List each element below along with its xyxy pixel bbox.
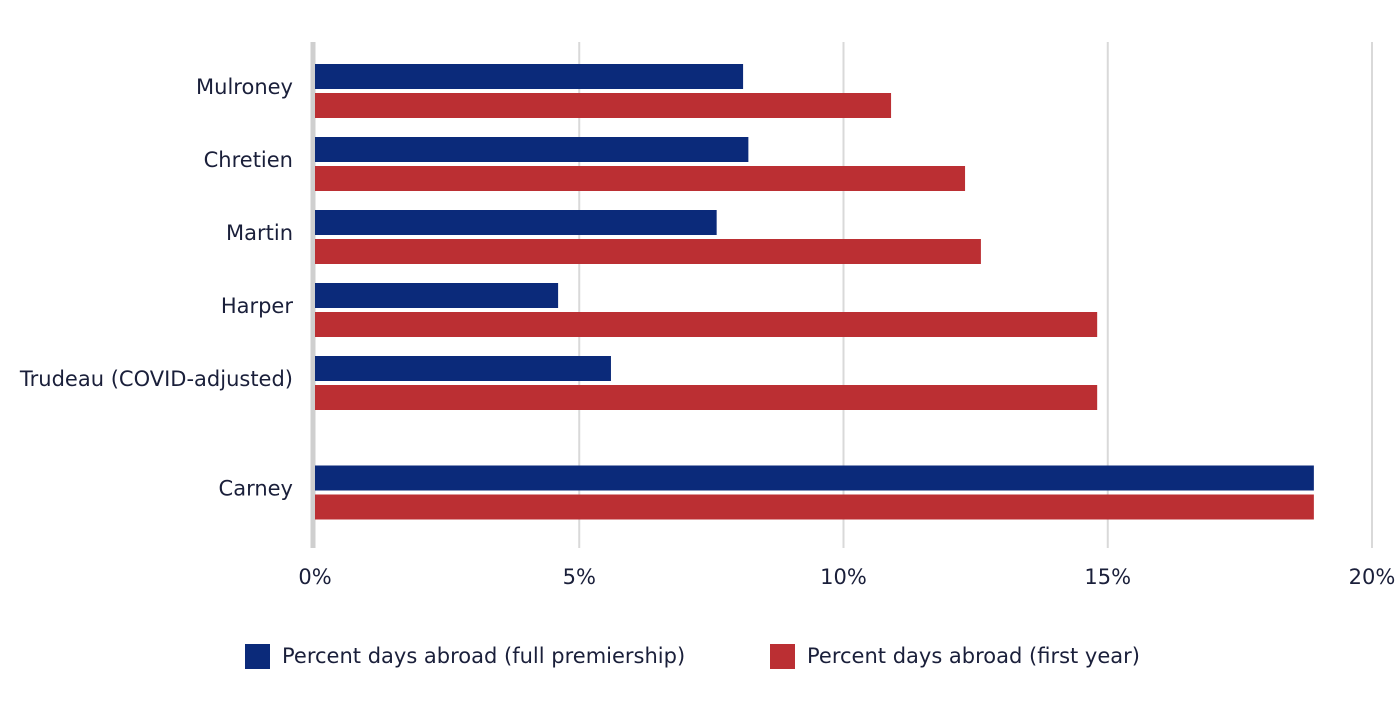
y-tick-label: Trudeau (COVID-adjusted) — [19, 367, 293, 391]
bar — [315, 166, 966, 191]
bar — [315, 494, 1314, 520]
x-tick-label: 20% — [1349, 565, 1396, 589]
bar — [315, 64, 744, 89]
bar — [315, 239, 981, 264]
bar — [315, 93, 892, 118]
x-tick-label: 5% — [563, 565, 596, 589]
y-tick-label: Harper — [221, 294, 294, 318]
legend-label: Percent days abroad (full premiership) — [282, 644, 685, 668]
y-tick-label: Carney — [219, 477, 293, 501]
bar — [315, 385, 1098, 410]
bar — [315, 356, 611, 381]
x-tick-label: 15% — [1084, 565, 1131, 589]
y-tick-label: Mulroney — [196, 75, 293, 99]
legend-swatch — [245, 644, 270, 669]
bar — [315, 312, 1098, 337]
x-tick-label: 10% — [820, 565, 867, 589]
bar — [315, 137, 749, 162]
y-tick-label: Martin — [226, 221, 293, 245]
y-tick-label: Chretien — [204, 148, 293, 172]
x-tick-label: 0% — [298, 565, 331, 589]
bar — [315, 210, 717, 235]
legend-label: Percent days abroad (first year) — [807, 644, 1140, 668]
bar — [315, 283, 559, 308]
bar — [315, 465, 1314, 491]
legend-swatch — [770, 644, 795, 669]
